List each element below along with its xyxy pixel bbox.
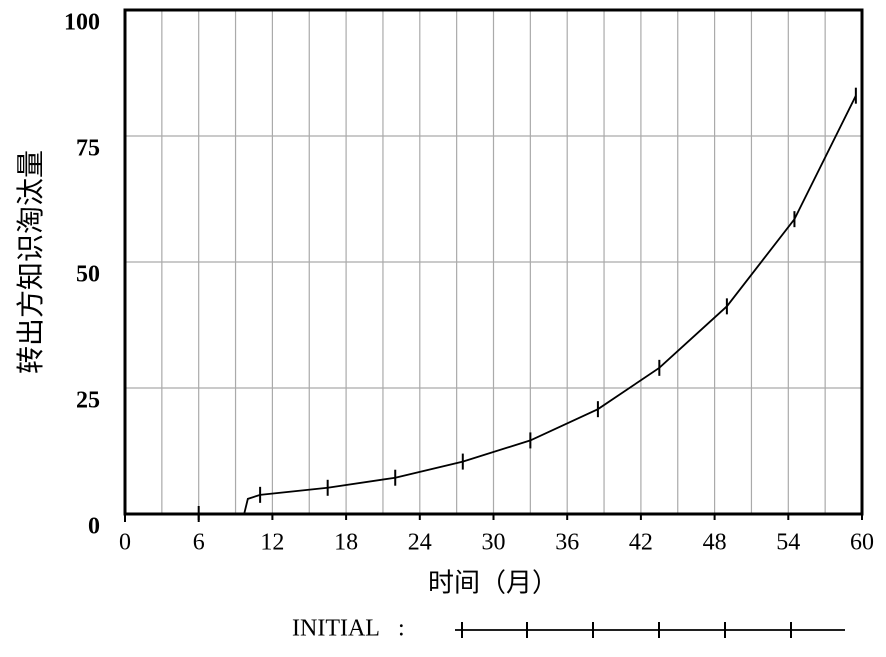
- y-axis-label: 转出方知识淘汰量: [14, 150, 47, 374]
- x-tick-label: 54: [776, 530, 800, 556]
- x-tick-label: 30: [482, 530, 506, 556]
- y-tick-label: 50: [76, 262, 100, 288]
- x-tick-label: 12: [260, 530, 284, 556]
- plot-frame: [123, 8, 864, 516]
- x-axis-label: 时间（月）: [428, 569, 558, 599]
- x-tick-label: 24: [408, 530, 432, 556]
- y-tick-label: 100: [64, 10, 100, 36]
- x-tick-label: 0: [119, 530, 131, 556]
- legend-label: INITIAL: [292, 616, 380, 642]
- x-tick-label: 6: [193, 530, 205, 556]
- x-tick-label: 48: [703, 530, 727, 556]
- y-tick-label: 0: [88, 514, 100, 540]
- series-line: [125, 95, 857, 515]
- x-tick-label: 18: [334, 530, 358, 556]
- x-tick-label: 42: [629, 530, 653, 556]
- y-tick-label: 75: [76, 136, 100, 162]
- y-tick-label: 25: [76, 388, 100, 414]
- legend-colon: :: [398, 616, 405, 642]
- x-tick-label: 60: [850, 530, 874, 556]
- x-tick-label: 36: [555, 530, 579, 556]
